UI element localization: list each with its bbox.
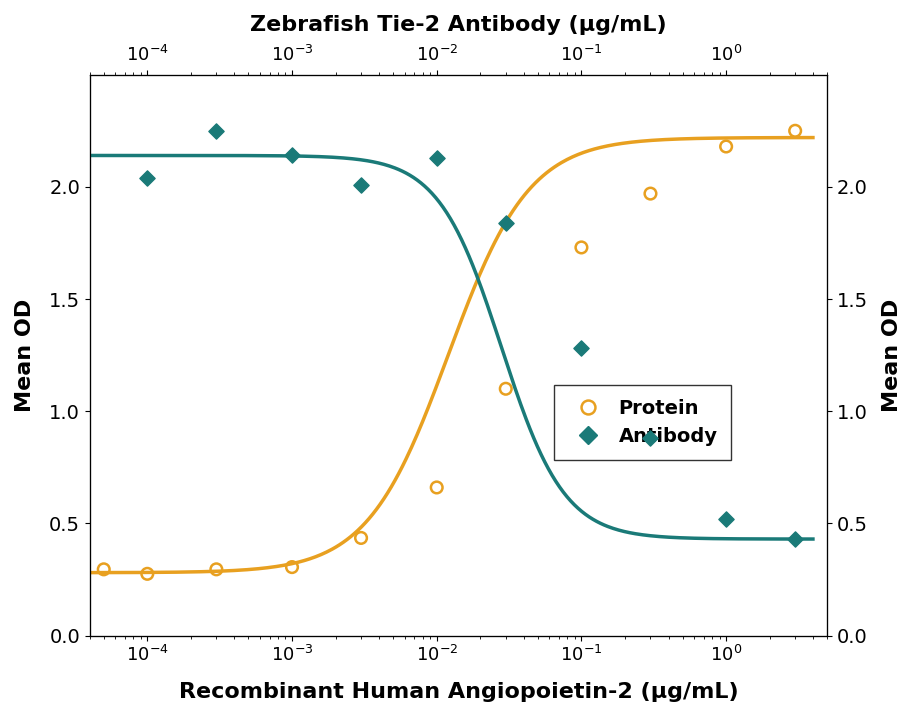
X-axis label: Zebrafish Tie-2 Antibody (μg/mL): Zebrafish Tie-2 Antibody (μg/mL) [250, 15, 667, 35]
Y-axis label: Mean OD: Mean OD [882, 298, 902, 412]
Point [574, 343, 589, 354]
Point [429, 482, 444, 493]
Point [719, 513, 734, 525]
Point [284, 150, 299, 161]
Point [788, 125, 802, 136]
Point [140, 172, 155, 184]
Point [429, 152, 444, 163]
Point [354, 179, 369, 191]
Point [719, 141, 734, 152]
Point [788, 533, 802, 545]
X-axis label: Recombinant Human Angiopoietin-2 (μg/mL): Recombinant Human Angiopoietin-2 (μg/mL) [179, 682, 738, 702]
Point [499, 217, 514, 229]
Y-axis label: Mean OD: Mean OD [15, 298, 35, 412]
Point [574, 242, 589, 253]
Point [284, 561, 299, 573]
Point [209, 125, 224, 136]
Point [643, 432, 657, 444]
Point [354, 532, 369, 543]
Point [209, 564, 224, 575]
Point [96, 564, 111, 575]
Legend: Protein, Antibody: Protein, Antibody [555, 385, 731, 460]
Point [499, 383, 514, 394]
Point [140, 568, 155, 579]
Point [643, 188, 657, 199]
